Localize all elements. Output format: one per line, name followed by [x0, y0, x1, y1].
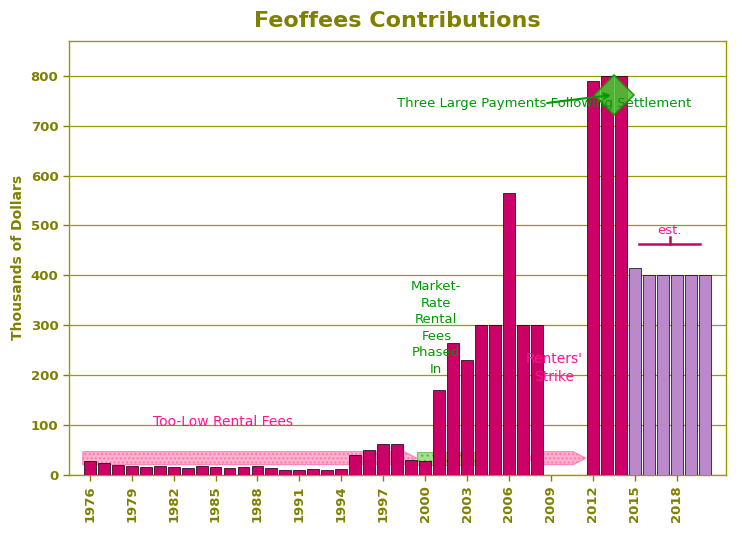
Bar: [475, 325, 487, 474]
Bar: [224, 468, 236, 474]
Text: Too-Low Rental Fees: Too-Low Rental Fees: [152, 415, 293, 429]
Bar: [671, 275, 683, 474]
Bar: [293, 470, 305, 474]
Bar: [657, 275, 669, 474]
Bar: [363, 450, 375, 474]
Polygon shape: [82, 451, 417, 465]
Bar: [489, 325, 501, 474]
Bar: [447, 343, 459, 474]
Bar: [698, 275, 710, 474]
Bar: [392, 443, 403, 474]
Bar: [140, 466, 152, 474]
Title: Feoffees Contributions: Feoffees Contributions: [254, 11, 540, 31]
Bar: [629, 268, 640, 474]
Bar: [111, 465, 123, 474]
Bar: [308, 469, 319, 474]
Bar: [322, 470, 334, 474]
Bar: [210, 466, 221, 474]
Bar: [377, 443, 389, 474]
Bar: [154, 466, 166, 474]
Bar: [614, 76, 626, 474]
Bar: [643, 275, 655, 474]
Bar: [168, 466, 180, 474]
Bar: [587, 81, 599, 474]
Y-axis label: Thousands of Dollars: Thousands of Dollars: [11, 175, 25, 341]
Bar: [685, 275, 696, 474]
Bar: [531, 325, 543, 474]
Bar: [252, 466, 264, 474]
Bar: [126, 466, 137, 474]
Bar: [238, 466, 250, 474]
Bar: [349, 455, 361, 474]
Bar: [417, 451, 484, 465]
Bar: [461, 360, 473, 474]
Text: Three Large Payments Following Settlement: Three Large Payments Following Settlemen…: [398, 93, 692, 110]
Bar: [265, 468, 277, 474]
Bar: [98, 463, 110, 474]
Text: Market-
Rate
Rental
Fees
Phased
In: Market- Rate Rental Fees Phased In: [411, 280, 461, 376]
Bar: [433, 390, 445, 474]
Bar: [405, 459, 417, 474]
Bar: [84, 461, 96, 474]
Bar: [181, 467, 193, 474]
Bar: [335, 469, 347, 474]
Bar: [279, 470, 291, 474]
Text: est.: est.: [658, 224, 682, 237]
Bar: [503, 193, 515, 474]
Bar: [419, 461, 431, 474]
Bar: [601, 76, 613, 474]
Bar: [195, 466, 207, 474]
Text: Renters'
Strike: Renters' Strike: [525, 352, 583, 384]
Polygon shape: [527, 451, 585, 465]
Bar: [517, 325, 529, 474]
